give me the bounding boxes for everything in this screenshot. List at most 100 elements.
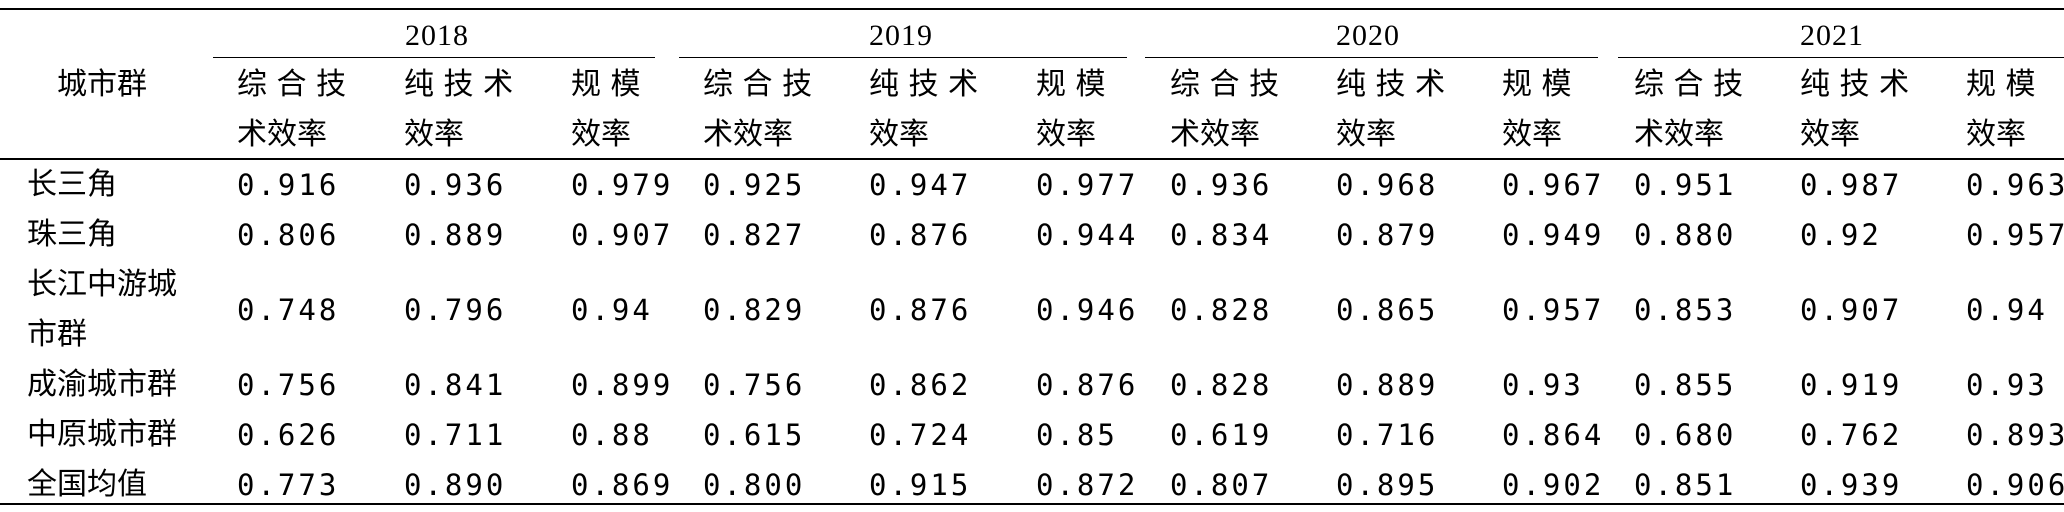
row-label: 长三角 — [27, 167, 117, 202]
table-cell: 0.711 — [404, 418, 507, 452]
table-cell: 0.93 — [1502, 368, 1584, 402]
table-cell: 0.944 — [1036, 218, 1139, 252]
table-cell: 0.626 — [237, 418, 340, 452]
table-cell: 0.807 — [1170, 468, 1273, 502]
table-cell: 0.936 — [1170, 168, 1273, 202]
metric-header-2020-scale: 规 模 — [1502, 67, 1572, 102]
bottom-rule — [0, 503, 2064, 505]
metric-header-2018-overall: 综 合 技 — [237, 67, 347, 102]
metric-header-2021-scale-line2: 效率 — [1966, 117, 2026, 152]
table-cell: 0.925 — [703, 168, 806, 202]
table-cell: 0.879 — [1336, 218, 1439, 252]
year-rule-2021 — [1618, 57, 2064, 58]
table-cell: 0.756 — [703, 368, 806, 402]
table-cell: 0.895 — [1336, 468, 1439, 502]
metric-header-2020-overall-line2: 术效率 — [1170, 117, 1260, 152]
table-cell: 0.968 — [1336, 168, 1439, 202]
table-cell: 0.828 — [1170, 368, 1273, 402]
table-cell: 0.93 — [1966, 368, 2048, 402]
table-cell: 0.855 — [1634, 368, 1737, 402]
table-cell: 0.841 — [404, 368, 507, 402]
table-cell: 0.85 — [1036, 418, 1118, 452]
table-cell: 0.94 — [571, 293, 653, 327]
table-cell: 0.902 — [1502, 468, 1605, 502]
table-cell: 0.899 — [571, 368, 674, 402]
table-cell: 0.987 — [1800, 168, 1903, 202]
table-cell: 0.889 — [404, 218, 507, 252]
metric-header-2021-overall-line2: 术效率 — [1634, 117, 1724, 152]
table-cell: 0.828 — [1170, 293, 1273, 327]
table-cell: 0.862 — [869, 368, 972, 402]
table-cell: 0.906 — [1966, 468, 2064, 502]
table-cell: 0.851 — [1634, 468, 1737, 502]
table-cell: 0.834 — [1170, 218, 1273, 252]
table-cell: 0.890 — [404, 468, 507, 502]
table-cell: 0.872 — [1036, 468, 1139, 502]
table-cell: 0.806 — [237, 218, 340, 252]
table-cell: 0.680 — [1634, 418, 1737, 452]
metric-header-2019-overall: 综 合 技 — [703, 67, 813, 102]
year-header-2020: 2020 — [1336, 19, 1400, 52]
table-cell: 0.893 — [1966, 418, 2064, 452]
table-cell: 0.619 — [1170, 418, 1273, 452]
row-label: 全国均值 — [27, 467, 147, 502]
row-label: 中原城市群 — [27, 417, 177, 452]
table-cell: 0.864 — [1502, 418, 1605, 452]
table-cell: 0.919 — [1800, 368, 1903, 402]
metric-header-2018-pure: 纯 技 术 — [404, 67, 514, 102]
metric-header-2020-pure-line2: 效率 — [1336, 117, 1396, 152]
table-cell: 0.800 — [703, 468, 806, 502]
top-rule — [0, 8, 2064, 10]
header-rule — [0, 158, 2064, 160]
table-cell: 0.796 — [404, 293, 507, 327]
table-cell: 0.94 — [1966, 293, 2048, 327]
table-cell: 0.756 — [237, 368, 340, 402]
table-cell: 0.615 — [703, 418, 806, 452]
metric-header-2019-scale: 规 模 — [1036, 67, 1106, 102]
metric-header-2021-pure: 纯 技 术 — [1800, 67, 1910, 102]
table-cell: 0.827 — [703, 218, 806, 252]
table-cell: 0.949 — [1502, 218, 1605, 252]
metric-header-2020-scale-line2: 效率 — [1502, 117, 1562, 152]
metric-header-2019-scale-line2: 效率 — [1036, 117, 1096, 152]
table-cell: 0.951 — [1634, 168, 1737, 202]
table-cell: 0.853 — [1634, 293, 1737, 327]
year-rule-2020 — [1145, 57, 1598, 58]
table-cell: 0.889 — [1336, 368, 1439, 402]
metric-header-2021-scale: 规 模 — [1966, 67, 2036, 102]
year-rule-2019 — [679, 57, 1127, 58]
table-cell: 0.876 — [1036, 368, 1139, 402]
row-label: 成渝城市群 — [27, 367, 177, 402]
metric-header-2021-overall: 综 合 技 — [1634, 67, 1744, 102]
row-label-line2: 市群 — [27, 317, 87, 352]
table-cell: 0.915 — [869, 468, 972, 502]
metric-header-2018-overall-line2: 术效率 — [237, 117, 327, 152]
table-cell: 0.936 — [404, 168, 507, 202]
row-header-label: 城市群 — [57, 67, 147, 102]
metric-header-2018-scale: 规 模 — [571, 67, 641, 102]
table-cell: 0.957 — [1966, 218, 2064, 252]
table-cell: 0.967 — [1502, 168, 1605, 202]
table-cell: 0.92 — [1800, 218, 1882, 252]
table-cell: 0.880 — [1634, 218, 1737, 252]
metric-header-2021-pure-line2: 效率 — [1800, 117, 1860, 152]
table-cell: 0.939 — [1800, 468, 1903, 502]
table-cell: 0.947 — [869, 168, 972, 202]
year-header-2018: 2018 — [405, 19, 469, 52]
table-cell: 0.907 — [571, 218, 674, 252]
metric-header-2019-pure-line2: 效率 — [869, 117, 929, 152]
metric-header-2020-overall: 综 合 技 — [1170, 67, 1280, 102]
table-cell: 0.916 — [237, 168, 340, 202]
table-cell: 0.748 — [237, 293, 340, 327]
table-cell: 0.724 — [869, 418, 972, 452]
table-cell: 0.977 — [1036, 168, 1139, 202]
table-cell: 0.979 — [571, 168, 674, 202]
table-cell: 0.773 — [237, 468, 340, 502]
table-cell: 0.88 — [571, 418, 653, 452]
year-rule-2018 — [213, 57, 655, 58]
table-cell: 0.869 — [571, 468, 674, 502]
table-cell: 0.946 — [1036, 293, 1139, 327]
table-cell: 0.762 — [1800, 418, 1903, 452]
metric-header-2019-pure: 纯 技 术 — [869, 67, 979, 102]
